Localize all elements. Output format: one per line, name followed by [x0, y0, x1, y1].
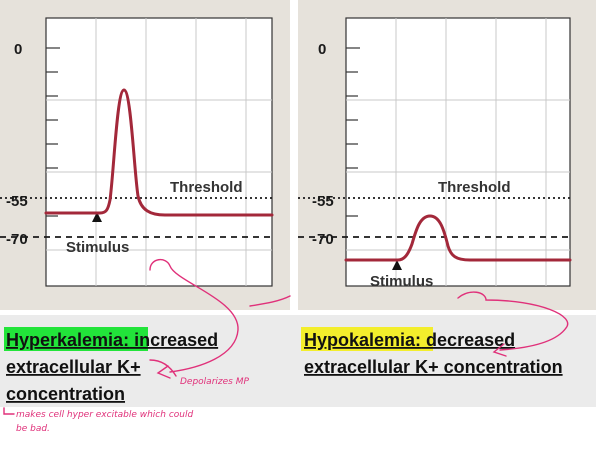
y-tick-label-0: 0 — [14, 41, 22, 58]
panel-hyperkalemia: 0 -55 -70 Threshold Stimulus — [0, 0, 290, 310]
pen-stroke — [149, 359, 177, 377]
caption-line-3: concentration — [6, 384, 125, 404]
y-tick-label-0: 0 — [318, 41, 326, 58]
caption-line-1: Hypokalemia: decreased — [304, 330, 515, 350]
caption-rest-text: decreased — [421, 330, 515, 350]
handwritten-annotations: Depolarizes MP makes cell hyper excitabl… — [3, 259, 569, 434]
note-line-2: be bad. — [16, 424, 50, 434]
caption-hyperkalemia: Hyperkalemia: increased extracellular K+… — [4, 327, 218, 404]
caption-highlight-text: Hyperkalemia: — [6, 330, 129, 350]
arrow-curve — [149, 259, 239, 373]
y-tick-label-neg55: -55 — [6, 193, 28, 210]
stimulus-label: Stimulus — [66, 239, 129, 256]
stimulus-label: Stimulus — [370, 273, 433, 290]
threshold-label: Threshold — [170, 179, 243, 196]
y-ticks — [46, 47, 60, 217]
panel-hypokalemia: 0 -55 -70 Threshold Stimulus — [298, 0, 596, 310]
y-tick-label-neg55: -55 — [312, 193, 334, 210]
note-depolarizes: Depolarizes MP — [180, 377, 249, 387]
caption-hypokalemia: Hypokalemia: decreased extracellular K+ … — [301, 327, 563, 377]
threshold-label: Threshold — [438, 179, 511, 196]
plot-area — [345, 17, 571, 287]
y-tick-label-neg70: -70 — [6, 231, 28, 248]
caption-highlight-text: Hypokalemia: — [304, 330, 421, 350]
grid — [46, 18, 272, 286]
caption-line-2: extracellular K+ concentration — [304, 357, 563, 377]
highlight-swatch — [4, 327, 148, 351]
arrow-curve — [457, 291, 569, 351]
grid — [346, 18, 570, 286]
y-ticks — [346, 47, 360, 217]
caption-line-1: Hyperkalemia: increased — [6, 330, 218, 350]
note-line-1: makes cell hyper excitable which could — [16, 410, 193, 420]
action-potential-trace — [344, 214, 572, 262]
pen-stroke — [249, 295, 291, 307]
caption-rest-text: increased — [129, 330, 218, 350]
y-tick-label-neg70: -70 — [312, 231, 334, 248]
note-arrow-icon — [3, 407, 15, 415]
highlight-swatch — [301, 327, 433, 351]
stimulus-marker-icon — [392, 260, 402, 270]
arrow-head-icon — [156, 365, 171, 379]
plot-area — [45, 17, 273, 287]
caption-line-2: extracellular K+ — [6, 357, 141, 377]
stimulus-marker-icon — [92, 212, 102, 222]
action-potential-trace — [44, 88, 274, 217]
arrow-head-icon — [492, 343, 507, 357]
